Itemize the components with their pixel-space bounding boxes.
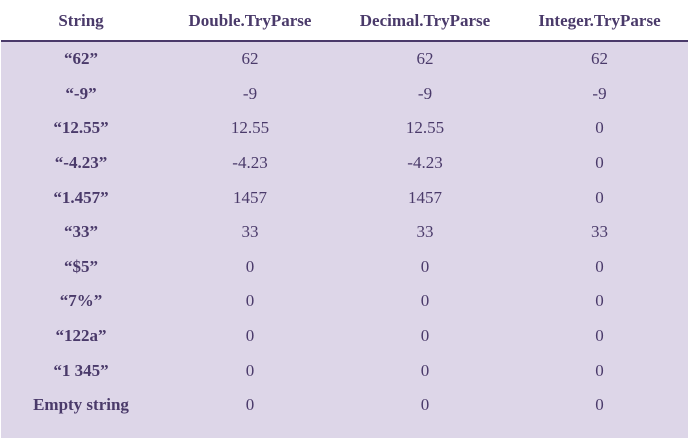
cell-decimal: 0 [420,395,430,415]
cell-string: “1.457” [53,187,109,207]
cell-integer: 62 [591,49,608,69]
cell-string: Empty string [33,395,129,415]
cell-string: “7%” [59,291,103,311]
table-row: “122a” 0 0 0 [1,319,688,354]
table-row: “-4.23” -4.23 -4.23 0 [1,146,688,181]
cell-integer: 0 [595,187,604,207]
table-row: “62” 62 62 62 [1,41,688,77]
cell-integer: 0 [595,291,604,311]
table-body: “62” 62 62 62 “-9” -9 -9 -9 “12.55” 12.5… [1,41,688,423]
cell-double: 12.55 [230,118,270,138]
cell-decimal: 0 [420,291,430,311]
cell-decimal: 62 [416,49,434,69]
cell-integer: 33 [591,222,608,242]
cell-integer: 0 [595,326,604,346]
cell-integer: 0 [595,256,604,276]
table-row: “1.457” 1457 1457 0 [1,180,688,215]
cell-integer: 0 [595,360,604,380]
cell-double: -4.23 [232,153,268,173]
table-header: String Double.TryParse Decimal.TryParse … [1,1,688,42]
cell-double: 0 [245,291,255,311]
cell-string: “122a” [55,326,107,346]
cell-double: 0 [245,326,255,346]
cell-double: 0 [245,395,255,415]
table-row: “$5” 0 0 0 [1,250,688,285]
cell-string: “$5” [64,256,98,276]
header-row: String Double.TryParse Decimal.TryParse … [1,1,688,42]
tryparse-comparison-table: String Double.TryParse Decimal.TryParse … [1,1,688,423]
cell-decimal: 0 [420,326,430,346]
cell-decimal: 33 [416,222,434,242]
cell-decimal: -9 [417,83,433,103]
cell-decimal: 0 [420,256,430,276]
cell-string: “-9” [65,83,97,103]
cell-decimal: -4.23 [407,153,443,173]
cell-decimal: 1457 [408,187,442,207]
cell-double: -9 [242,83,258,103]
cell-string: “62” [64,49,98,69]
cell-integer: 0 [595,118,604,138]
cell-double: 1457 [233,187,267,207]
cell-decimal: 12.55 [405,118,445,138]
cell-string: “1 345” [53,360,109,380]
cell-integer: -9 [592,83,607,103]
table-row: “12.55” 12.55 12.55 0 [1,111,688,146]
cell-string: “-4.23” [54,153,108,173]
cell-double: 0 [245,256,255,276]
header-integer-tryparse: Integer.TryParse [511,1,688,42]
table-row: “-9” -9 -9 -9 [1,77,688,112]
table-row: “7%” 0 0 0 [1,284,688,319]
cell-double: 0 [245,360,255,380]
cell-string: “12.55” [53,118,109,138]
cell-integer: 0 [595,395,604,415]
cell-integer: 0 [595,153,604,173]
cell-double: 33 [241,222,259,242]
table-row: “33” 33 33 33 [1,215,688,250]
cell-string: “33” [64,222,98,242]
table-row: Empty string 0 0 0 [1,388,688,423]
cell-double: 62 [241,49,259,69]
header-double-tryparse: Double.TryParse [161,1,339,42]
header-decimal-tryparse: Decimal.TryParse [339,1,511,42]
header-string: String [1,1,161,42]
table-row: “1 345” 0 0 0 [1,353,688,388]
cell-decimal: 0 [420,360,430,380]
